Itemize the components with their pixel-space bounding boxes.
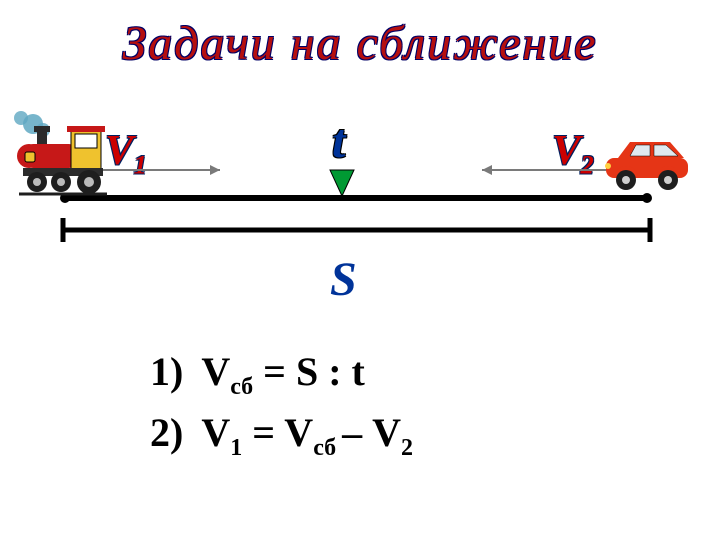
formula-subscript: 1 [230,435,242,461]
formula-subscript: сб [313,435,342,461]
formula-list: 1) Vсб = S : t 2) V1 = Vсб – V2 [150,348,413,470]
formula-subscript: 2 [401,435,413,461]
formula-body: Vсб = S : t [201,348,365,401]
formula-row: 2) V1 = Vсб – V2 [150,409,413,462]
formula-row: 1) Vсб = S : t [150,348,413,401]
formula-body: V1 = Vсб – V2 [201,409,413,462]
formula-number: 2) [150,409,183,456]
formula-subscript: сб [230,374,253,400]
formula-number: 1) [150,348,183,395]
